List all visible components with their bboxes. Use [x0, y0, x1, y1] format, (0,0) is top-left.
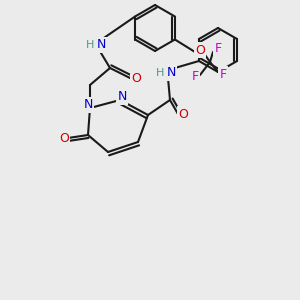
Text: F: F: [214, 41, 222, 55]
Text: F: F: [191, 70, 199, 83]
Text: O: O: [195, 44, 205, 56]
Text: O: O: [131, 71, 141, 85]
Text: H: H: [156, 68, 164, 78]
Text: O: O: [59, 131, 69, 145]
Text: N: N: [166, 67, 176, 80]
Text: F: F: [219, 68, 226, 80]
Text: N: N: [117, 91, 127, 103]
Text: N: N: [96, 38, 106, 52]
Text: N: N: [83, 98, 93, 112]
Text: H: H: [86, 40, 94, 50]
Text: O: O: [178, 107, 188, 121]
